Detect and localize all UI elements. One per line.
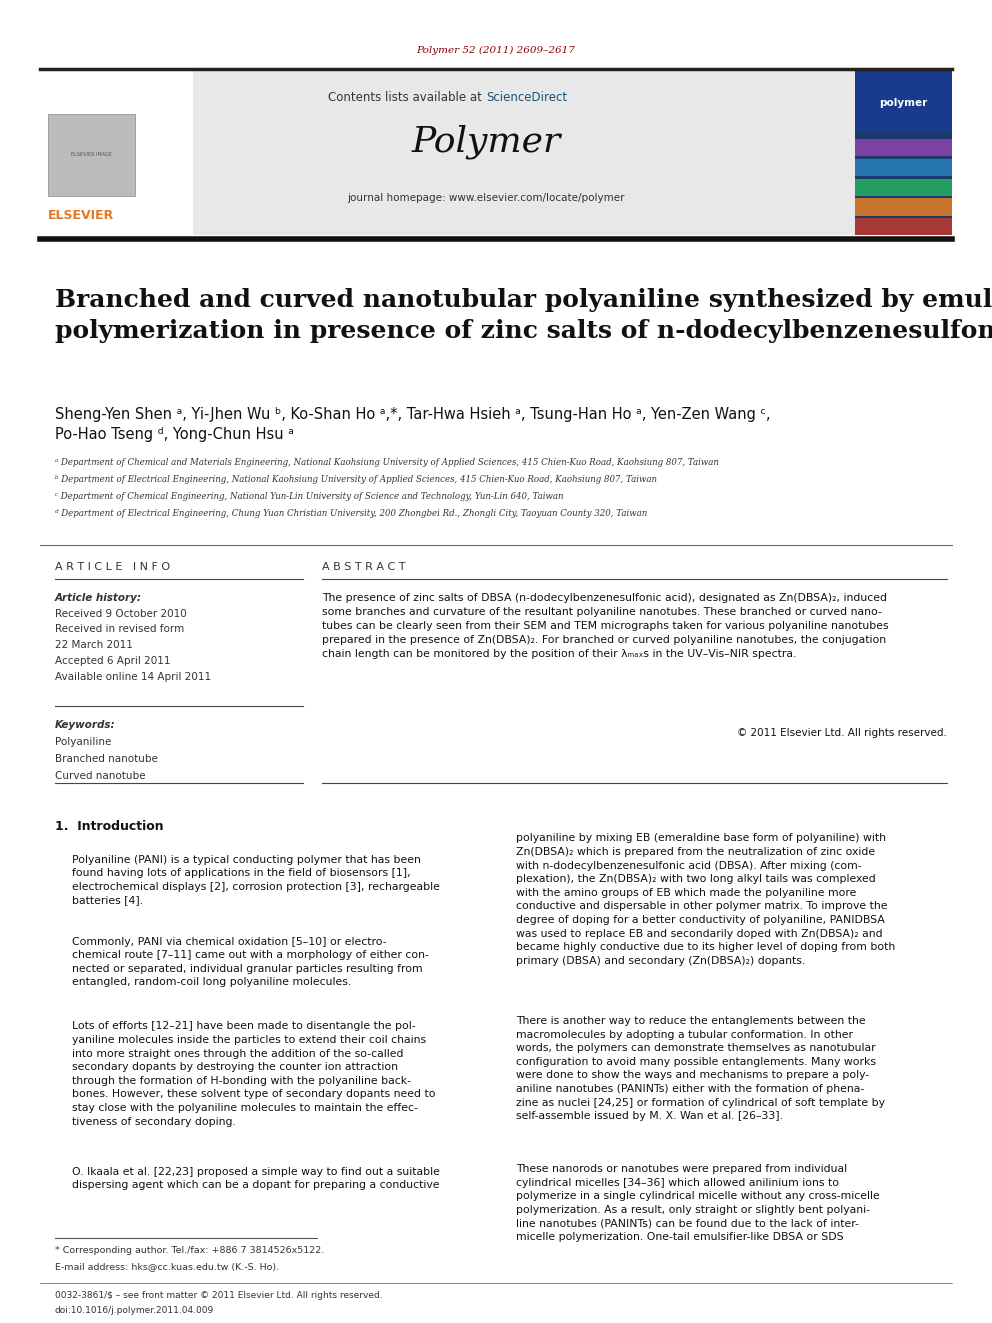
Text: polymer: polymer <box>880 98 928 108</box>
Text: There is another way to reduce the entanglements between the
macromolecules by a: There is another way to reduce the entan… <box>516 1016 885 1122</box>
Text: Polymer 52 (2011) 2609–2617: Polymer 52 (2011) 2609–2617 <box>417 46 575 54</box>
Text: Branched nanotube: Branched nanotube <box>55 754 158 765</box>
Bar <box>48 114 135 196</box>
Text: O. Ikaala et al. [22,23] proposed a simple way to find out a suitable
dispersing: O. Ikaala et al. [22,23] proposed a simp… <box>72 1167 440 1191</box>
Text: ELSEVIER IMAGE: ELSEVIER IMAGE <box>70 152 112 157</box>
Text: © 2011 Elsevier Ltd. All rights reserved.: © 2011 Elsevier Ltd. All rights reserved… <box>737 728 947 738</box>
Text: Sheng-Yen Shen ᵃ, Yi-Jhen Wu ᵇ, Ko-Shan Ho ᵃ,*, Tar-Hwa Hsieh ᵃ, Tsung-Han Ho ᵃ,: Sheng-Yen Shen ᵃ, Yi-Jhen Wu ᵇ, Ko-Shan … <box>55 407 770 422</box>
Text: doi:10.1016/j.polymer.2011.04.009: doi:10.1016/j.polymer.2011.04.009 <box>55 1306 214 1315</box>
Bar <box>855 139 952 156</box>
Bar <box>855 198 952 216</box>
Text: A B S T R A C T: A B S T R A C T <box>322 562 406 573</box>
Text: Curved nanotube: Curved nanotube <box>55 771 145 782</box>
Text: 1.  Introduction: 1. Introduction <box>55 820 164 833</box>
Bar <box>855 69 952 235</box>
Text: journal homepage: www.elsevier.com/locate/polymer: journal homepage: www.elsevier.com/locat… <box>347 193 625 204</box>
Text: The presence of zinc salts of DBSA (n-dodecylbenzenesulfonic acid), designated a: The presence of zinc salts of DBSA (n-do… <box>322 593 889 659</box>
Text: Po-Hao Tseng ᵈ, Yong-Chun Hsu ᵃ: Po-Hao Tseng ᵈ, Yong-Chun Hsu ᵃ <box>55 427 294 442</box>
Text: ᵈ Department of Electrical Engineering, Chung Yuan Christian University, 200 Zho: ᵈ Department of Electrical Engineering, … <box>55 509 647 519</box>
Text: Lots of efforts [12–21] have been made to disentangle the pol-
yaniline molecule: Lots of efforts [12–21] have been made t… <box>72 1021 435 1127</box>
Text: Polyaniline: Polyaniline <box>55 737 111 747</box>
Text: Available online 14 April 2011: Available online 14 April 2011 <box>55 672 210 683</box>
Text: Polyaniline (PANI) is a typical conducting polymer that has been
found having lo: Polyaniline (PANI) is a typical conducti… <box>72 855 440 905</box>
Text: Polymer: Polymer <box>412 124 560 159</box>
Bar <box>855 179 952 196</box>
Text: Received 9 October 2010: Received 9 October 2010 <box>55 609 186 619</box>
Text: ᶜ Department of Chemical Engineering, National Yun-Lin University of Science and: ᶜ Department of Chemical Engineering, Na… <box>55 492 563 501</box>
Text: ELSEVIER: ELSEVIER <box>48 209 114 222</box>
Bar <box>855 159 952 176</box>
Bar <box>855 218 952 235</box>
Text: * Corresponding author. Tel./fax: +886 7 3814526x5122.: * Corresponding author. Tel./fax: +886 7… <box>55 1246 323 1256</box>
Text: Received in revised form: Received in revised form <box>55 624 184 635</box>
Text: A R T I C L E   I N F O: A R T I C L E I N F O <box>55 562 170 573</box>
Text: Commonly, PANI via chemical oxidation [5–10] or electro-
chemical route [7–11] c: Commonly, PANI via chemical oxidation [5… <box>72 937 430 987</box>
Bar <box>40 69 193 235</box>
Text: Article history:: Article history: <box>55 593 142 603</box>
Text: ᵇ Department of Electrical Engineering, National Kaohsiung University of Applied: ᵇ Department of Electrical Engineering, … <box>55 475 657 484</box>
Text: Branched and curved nanotubular polyaniline synthesized by emulsion
polymerizati: Branched and curved nanotubular polyanil… <box>55 288 992 343</box>
Text: E-mail address: hks@cc.kuas.edu.tw (K.-S. Ho).: E-mail address: hks@cc.kuas.edu.tw (K.-S… <box>55 1262 279 1271</box>
Text: ᵃ Department of Chemical and Materials Engineering, National Kaohsiung Universit: ᵃ Department of Chemical and Materials E… <box>55 458 718 467</box>
Text: 22 March 2011: 22 March 2011 <box>55 640 133 651</box>
Bar <box>40 69 952 235</box>
Text: Accepted 6 April 2011: Accepted 6 April 2011 <box>55 656 170 667</box>
Text: Keywords:: Keywords: <box>55 720 115 730</box>
Text: These nanorods or nanotubes were prepared from individual
cylindrical micelles [: These nanorods or nanotubes were prepare… <box>516 1164 880 1242</box>
Text: ScienceDirect: ScienceDirect <box>486 91 567 105</box>
Bar <box>855 69 952 132</box>
Text: Contents lists available at: Contents lists available at <box>328 91 486 105</box>
Text: 0032-3861/$ – see front matter © 2011 Elsevier Ltd. All rights reserved.: 0032-3861/$ – see front matter © 2011 El… <box>55 1291 382 1301</box>
Text: polyaniline by mixing EB (emeraldine base form of polyaniline) with
Zn(DBSA)₂ wh: polyaniline by mixing EB (emeraldine bas… <box>516 833 895 966</box>
